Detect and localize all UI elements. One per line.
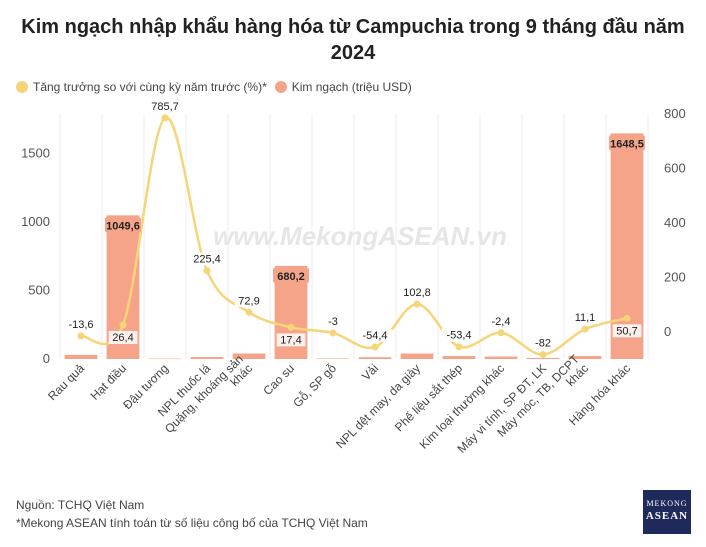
growth-label-bg-9 [441, 328, 477, 342]
bar-2 [148, 358, 182, 360]
x-tick-label-5: Cao su [260, 361, 297, 398]
y-left-tick-label: 0 [43, 351, 50, 366]
source-note: Nguồn: TCHQ Việt Nam [16, 498, 145, 512]
bar-label-box-5 [273, 267, 309, 283]
growth-label-bg-12 [570, 311, 600, 325]
bar-label-5: 680,2 [277, 271, 305, 283]
growth-point-2 [161, 114, 169, 122]
growth-point-13 [623, 314, 631, 322]
bar-8 [400, 353, 434, 359]
x-tick-label-1: Hạt điều [88, 361, 130, 403]
y-right-tick-label: 400 [664, 215, 686, 230]
growth-label-4: 72,9 [238, 295, 259, 307]
growth-point-9 [455, 343, 463, 351]
growth-point-4 [245, 308, 253, 316]
bar-label-box-1 [105, 217, 141, 233]
growth-label-bg-6 [324, 314, 342, 328]
growth-label-3: 225,4 [193, 254, 221, 266]
x-tick-text: Vải [359, 361, 381, 383]
growth-label-bg-3 [189, 252, 225, 266]
growth-point-8 [413, 300, 421, 308]
bar-11 [526, 357, 560, 359]
growth-label-11: -82 [535, 338, 551, 350]
label-layer: 1049,6 680,2 1648,5 -13,6 26,4 785,7 225,4 72,9… [63, 100, 645, 350]
growth-label-6: -3 [328, 316, 338, 328]
grid-layer [59, 114, 649, 359]
bar-9 [442, 355, 476, 359]
growth-point-6 [329, 329, 337, 337]
logo-line-1: MEKONG [646, 499, 688, 508]
legend-swatch-line [16, 81, 28, 93]
growth-label-1: 26,4 [112, 332, 133, 344]
x-tick-label-7: Vải [359, 361, 381, 383]
logo-line-2: ASEAN [645, 510, 689, 522]
growth-point-11 [539, 351, 547, 359]
bar-10 [484, 356, 518, 359]
y-right-tick-label: 600 [664, 161, 686, 176]
bar-12 [568, 355, 602, 359]
growth-point-12 [581, 325, 589, 333]
y-left-tick-label: 1000 [21, 214, 50, 229]
mekong-asean-logo: MEKONG ASEAN [643, 490, 691, 534]
calculation-note: *Mekong ASEAN tính toán từ số liệu công … [16, 516, 368, 530]
y-right-tick-label: 800 [664, 106, 686, 121]
bar-0 [64, 354, 98, 359]
growth-label-bg-13 [612, 324, 642, 338]
growth-point-7 [371, 343, 379, 351]
combo-chart: www.MekongASEAN.vn 1049,6 680,2 1648,5 -13,… [21, 100, 686, 456]
growth-label-bg-7 [357, 328, 393, 342]
chart-title: Kim ngạch nhập khẩu hàng hóa từ Campuchi… [21, 16, 685, 64]
growth-point-5 [287, 323, 295, 331]
growth-label-2: 785,7 [151, 101, 179, 113]
growth-label-bg-4 [234, 294, 264, 308]
growth-label-8: 102,8 [403, 287, 431, 299]
growth-label-7: -54,4 [362, 330, 387, 342]
legend-label-value: Kim ngạch (triệu USD) [291, 80, 412, 94]
growth-label-10: -2,4 [492, 316, 511, 328]
x-tick-text: Hạt điều [88, 361, 130, 403]
y-right-tick-label: 200 [664, 270, 686, 285]
growth-label-bg-8 [399, 286, 435, 300]
y-left-tick-label: 1500 [21, 146, 50, 161]
growth-label-bg-10 [486, 314, 516, 328]
bar-label-1: 1049,6 [106, 220, 140, 232]
legend-label-growth: Tăng trưởng so với cùng kỳ năm trước (%)… [33, 80, 267, 94]
growth-label-12: 11,1 [575, 312, 596, 324]
growth-label-bg-0 [63, 317, 99, 331]
y-left-tick-label: 500 [28, 283, 50, 298]
growth-point-1 [119, 321, 127, 329]
bar-label-box-13 [609, 135, 645, 151]
growth-label-bg-1 [108, 330, 138, 344]
growth-label-5: 17,4 [280, 334, 301, 346]
bar-4 [232, 353, 266, 359]
watermark: www.MekongASEAN.vn [213, 221, 507, 251]
growth-label-0: -13,6 [68, 319, 93, 331]
bar-label-13: 1648,5 [610, 138, 644, 150]
legend-item-growth: Tăng trưởng so với cùng kỳ năm trước (%)… [16, 80, 267, 94]
bar-7 [358, 357, 392, 359]
growth-label-9: -53,4 [446, 330, 471, 342]
x-tick-text: Rau quả [45, 361, 87, 403]
growth-point-0 [77, 332, 85, 340]
growth-point-3 [203, 267, 211, 275]
bar-3 [190, 356, 224, 359]
legend-item-value: Kim ngạch (triệu USD) [274, 80, 412, 94]
growth-label-bg-11 [531, 336, 555, 350]
x-tick-text: Gỗ, SP gỗ [290, 360, 340, 410]
line-layer [77, 114, 631, 359]
x-tick-label-0: Rau quả [45, 361, 87, 403]
growth-label-13: 50,7 [616, 325, 637, 337]
growth-label-bg-2 [147, 100, 183, 113]
x-tick-text: Cao su [260, 361, 297, 398]
x-tick-label-6: Gỗ, SP gỗ [290, 360, 340, 410]
legend-swatch-bar [274, 81, 287, 93]
bar-6 [316, 358, 350, 359]
growth-label-bg-5 [276, 333, 306, 347]
legend: Tăng trưởng so với cùng kỳ năm trước (%)… [16, 78, 420, 96]
y-right-tick-label: 0 [664, 324, 671, 339]
growth-point-10 [497, 329, 505, 337]
